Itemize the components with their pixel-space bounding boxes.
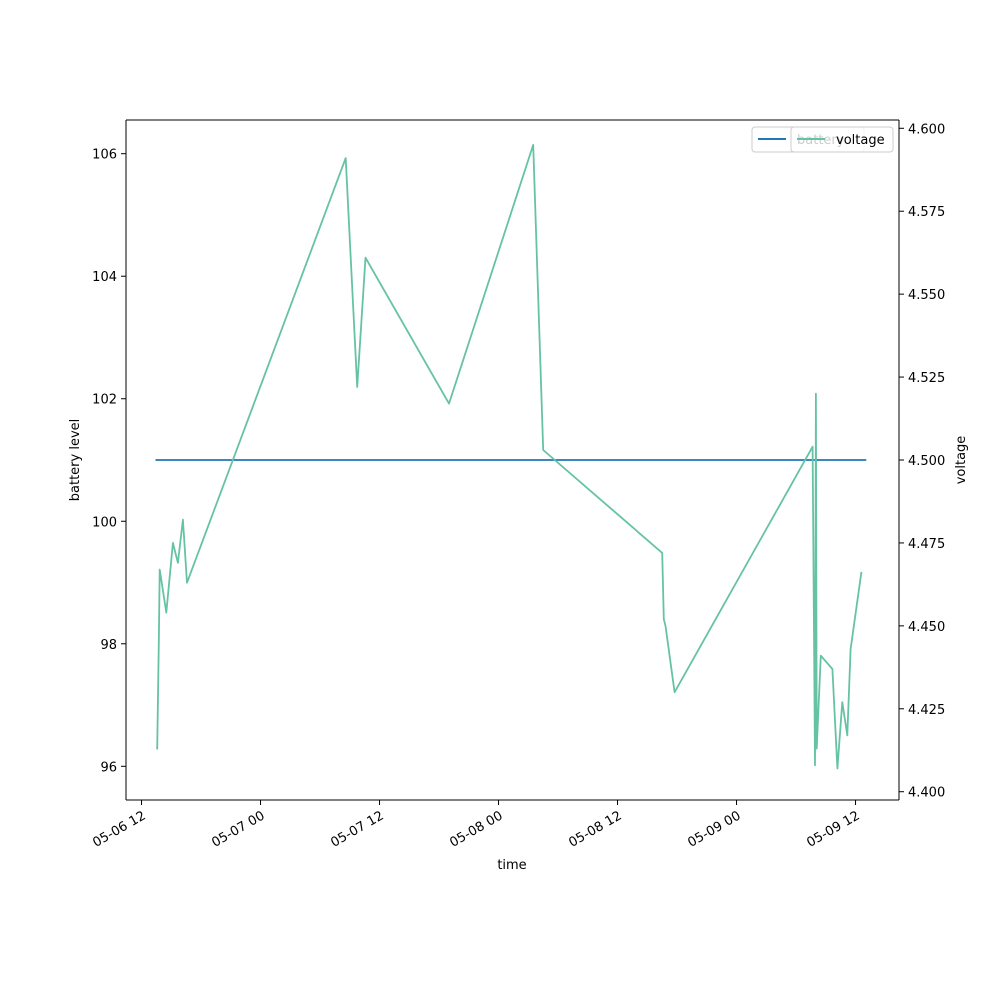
right-y-tick-label: 4.600 (908, 122, 945, 137)
x-axis-title: time (497, 858, 526, 873)
series-line-voltage (156, 143, 863, 770)
left-y-tick-label: 102 (92, 393, 117, 408)
x-tick-label: 05-08 12 (566, 808, 624, 850)
series-layer (155, 143, 867, 770)
left-y-tick-label: 98 (100, 638, 117, 653)
x-tick-label: 05-07 12 (328, 808, 386, 850)
left-y-axis-ticks: 96 98 100 102 104 106 (92, 148, 126, 775)
left-y-tick-label: 104 (92, 270, 117, 285)
right-y-tick-label: 4.500 (908, 454, 945, 469)
right-y-tick-label: 4.400 (908, 786, 945, 801)
right-y-tick-label: 4.575 (908, 205, 945, 220)
right-y-tick-label: 4.550 (908, 288, 945, 303)
x-tick-label: 05-06 12 (90, 808, 148, 850)
legend-voltage: voltage (790, 126, 894, 153)
right-y-axis-ticks: 4.400 4.425 4.450 4.475 4.500 4.525 4.550 4.575… (899, 122, 945, 801)
left-y-tick-label: 96 (100, 760, 117, 775)
right-y-tick-label: 4.475 (908, 537, 945, 552)
right-y-tick-label: 4.450 (908, 620, 945, 635)
right-y-axis-title: voltage (954, 436, 969, 485)
x-tick-label: 05-09 12 (804, 808, 862, 850)
x-axis-ticks: 05-06 12 05-07 00 05-07 12 05-08 00 05-08 12… (90, 800, 863, 851)
left-y-tick-label: 106 (92, 148, 117, 163)
right-y-tick-label: 4.425 (908, 703, 945, 718)
x-tick-label: 05-07 00 (209, 808, 267, 850)
legend-voltage-box (790, 126, 894, 153)
x-tick-label: 05-09 00 (685, 808, 743, 850)
legend-voltage-label: voltage (836, 133, 885, 148)
left-y-tick-label: 100 (92, 515, 117, 530)
x-tick-label: 05-08 00 (447, 808, 505, 850)
right-y-tick-label: 4.525 (908, 371, 945, 386)
left-y-axis-title: battery level (68, 419, 83, 502)
